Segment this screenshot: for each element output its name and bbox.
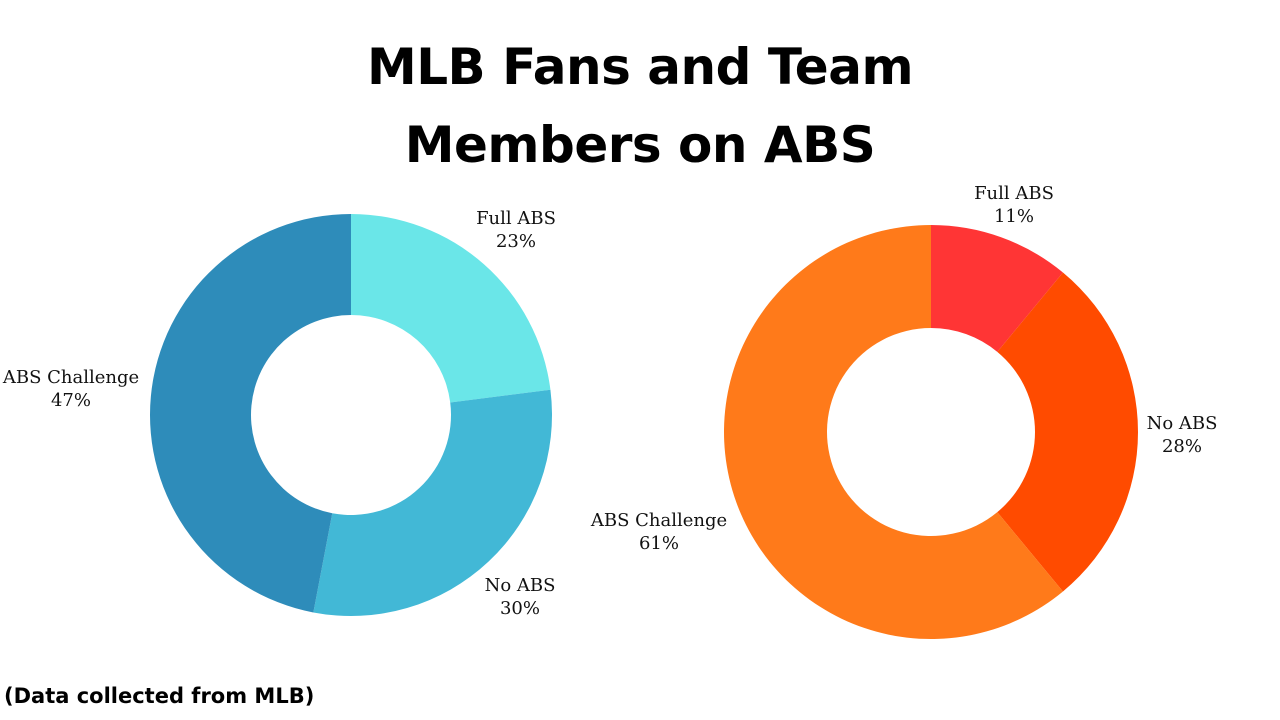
slice-label-abs-challenge: ABS Challenge: [590, 510, 727, 531]
slice-value-no-abs: 30%: [500, 598, 540, 619]
chart-title-line-1: MLB Fans and Team: [366, 38, 914, 96]
slice-no-abs: [313, 389, 552, 616]
chart-title: MLB Fans and Team Members on ABS: [0, 28, 1280, 184]
slice-label-full-abs: Full ABS: [974, 183, 1054, 204]
slice-label-abs-challenge: ABS Challenge: [2, 367, 139, 388]
slice-label-no-abs: No ABS: [1147, 413, 1218, 434]
slice-value-abs-challenge: 47%: [51, 390, 91, 411]
chart-title-line-2: Members on ABS: [404, 116, 876, 174]
slice-abs-challenge: [723, 225, 1063, 639]
slice-value-full-abs: 23%: [496, 231, 536, 252]
slice-value-full-abs: 11%: [994, 206, 1034, 227]
slice-no-abs: [997, 272, 1138, 592]
slice-full-abs: [931, 225, 1063, 352]
slice-value-abs-challenge: 61%: [639, 533, 679, 554]
slice-label-no-abs: No ABS: [485, 575, 556, 596]
slice-full-abs: [351, 214, 551, 403]
source-note: (Data collected from MLB): [4, 684, 315, 708]
slice-abs-challenge: [149, 214, 351, 613]
slice-label-full-abs: Full ABS: [476, 208, 556, 229]
slice-value-no-abs: 28%: [1162, 436, 1202, 457]
